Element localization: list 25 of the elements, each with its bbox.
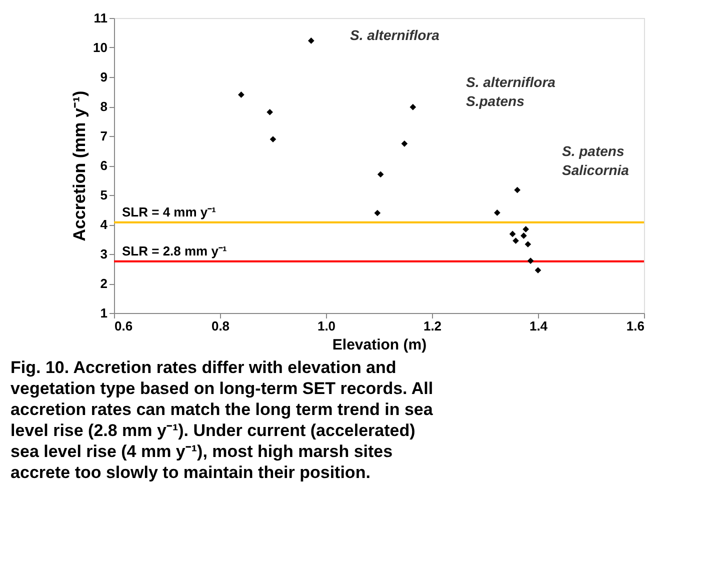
- y-tick-label: 5: [100, 188, 108, 202]
- y-tick-label: 4: [100, 217, 108, 232]
- y-tick-label: 8: [100, 99, 108, 114]
- x-tick-label: 1.4: [529, 318, 548, 334]
- x-tick-label: 1.0: [317, 318, 336, 334]
- x-tick-label: 0.6: [114, 318, 133, 334]
- x-tick-label: 1.6: [626, 318, 644, 334]
- ref-line-label: SLR = 4 mm y⁻¹: [122, 204, 216, 220]
- ref-line-label: SLR = 2.8 mm y⁻¹: [122, 243, 227, 258]
- x-tick-label: 1.2: [423, 318, 442, 334]
- y-tick-label: 3: [100, 246, 108, 262]
- y-axis-title: Accretion (mm y⁻¹): [70, 90, 90, 242]
- y-tick-label: 2: [100, 276, 108, 291]
- caption: Fig. 10. Accretion rates differ with elevation and vegetation type based on long-term SET records. All accretion rates can match the long term trend in sea level rise (2.8 mm y⁻¹). Under current (accelerated) sea level rise (4 mm y⁻¹), most high marsh sites accrete too slowly to maintain their position.: [10, 358, 434, 482]
- y-tick-label: 1: [100, 306, 108, 320]
- annotation: S. alterniflora: [350, 27, 440, 43]
- x-tick-label: 0.8: [211, 318, 230, 334]
- annotation: S. alterniflora S.patens: [466, 74, 556, 109]
- x-axis-title: Elevation (m): [332, 336, 427, 354]
- y-tick-label: 10: [93, 40, 108, 55]
- y-tick-label: 6: [100, 158, 108, 173]
- annotation: S. patens Salicornia: [562, 143, 630, 178]
- y-tick-label: 11: [94, 10, 108, 26]
- y-tick-label: 7: [100, 128, 108, 144]
- y-tick-label: 9: [100, 70, 108, 84]
